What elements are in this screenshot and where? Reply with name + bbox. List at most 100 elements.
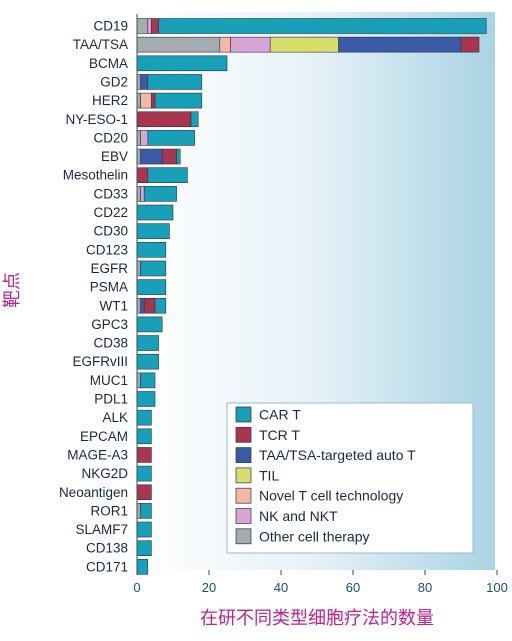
bar-segment-other-cell-therapy	[136, 297, 141, 314]
bar-segment-tcr-t	[151, 92, 156, 109]
bar-segment-tcr-t	[143, 297, 156, 314]
category-label: TAA/TSA	[73, 37, 128, 52]
category-label: CD171	[86, 559, 128, 574]
bar-segment-tcr-t	[136, 447, 152, 463]
category-label: GPC3	[91, 317, 128, 332]
legend-label-tcr-t: TCR T	[259, 427, 300, 443]
legend-swatch-nk-and-nkt	[235, 508, 252, 524]
bar-segment-novel-t-cell-technology	[219, 36, 231, 53]
legend-swatch-taa-tsa-targeted-auto-t	[235, 447, 252, 463]
bar-segment-car-t	[140, 372, 156, 389]
bar-segment-other-cell-therapy	[136, 372, 141, 389]
category-label: BCMA	[89, 56, 128, 71]
bar-segment-car-t	[136, 316, 163, 333]
bar-segment-other-cell-therapy	[136, 36, 221, 53]
legend-label-other-cell-therapy: Other cell therapy	[259, 528, 370, 544]
bar-segment-car-t	[136, 409, 152, 426]
bar-segment-car-t	[147, 74, 203, 90]
category-label: GD2	[100, 74, 128, 89]
bar-segment-car-t	[154, 92, 203, 109]
category-label: CD22	[93, 205, 128, 220]
category-label: WT1	[100, 298, 129, 313]
bar-segment-car-t	[136, 465, 152, 482]
bar-segment-car-t	[143, 186, 177, 202]
bar-segment-car-t	[190, 111, 199, 128]
bar-segment-tcr-t	[161, 148, 177, 165]
category-label: CD30	[93, 224, 128, 239]
category-label: MUC1	[90, 373, 128, 388]
bar-segment-car-t	[140, 260, 167, 277]
category-label: PSMA	[90, 280, 128, 295]
bar-segment-nk-and-nkt	[147, 18, 152, 34]
bar-segment-other-cell-therapy	[136, 148, 141, 165]
bar-segment-car-t	[147, 167, 188, 183]
legend-label-nk-and-nkt: NK and NKT	[259, 508, 338, 524]
category-label: EPCAM	[80, 429, 128, 444]
legend-box	[226, 402, 474, 554]
category-label: EBV	[101, 149, 128, 164]
category-label: CD123	[86, 242, 128, 257]
x-tick-label: 100	[486, 580, 508, 595]
x-tick-label: 60	[346, 580, 360, 595]
category-labels: CD19 TAA/TSA BCMA GD2 HER2 NY-ESO-1 CD20 EBV Mes…	[59, 19, 128, 575]
category-label: NKG2D	[81, 466, 128, 481]
legend-swatch-til	[235, 467, 252, 484]
x-tick-label: 80	[418, 580, 432, 595]
x-axis-ticks: 0 20 40 60 80 100	[133, 570, 508, 595]
bar-segment-til	[269, 36, 339, 53]
bar-segment-car-t	[136, 521, 152, 538]
bar-segment-car-t	[136, 353, 159, 370]
legend-label-novel-t-cell-technology: Novel T cell technology	[259, 488, 403, 504]
bar-segment-car-t	[158, 18, 487, 34]
bar-segment-car-t	[136, 428, 152, 445]
legend-swatch-car-t	[235, 406, 252, 423]
bar-segment-taa-tsa-targeted-auto-t	[140, 74, 149, 90]
legend-swatch-tcr-t	[235, 426, 252, 443]
bar-segment-nk-and-nkt	[140, 186, 145, 202]
bar-segment-nk-and-nkt	[230, 36, 271, 53]
category-label: ROR1	[90, 503, 128, 518]
bar-segment-car-t	[136, 540, 152, 557]
category-label: CD38	[93, 336, 128, 351]
bars-group	[136, 18, 487, 575]
category-label: CD138	[86, 541, 128, 556]
bar-segment-car-t	[147, 130, 195, 146]
category-label: Neoantigen	[59, 485, 128, 500]
bar-segment-other-cell-therapy	[136, 186, 141, 202]
bar-segment-car-t	[136, 559, 149, 575]
legend-label-til: TIL	[259, 467, 279, 483]
category-label: EGFRvIII	[72, 354, 128, 369]
bar-segment-nk-and-nkt	[140, 130, 149, 146]
bar-segment-taa-tsa-targeted-auto-t	[140, 297, 145, 314]
bar-segment-tcr-t	[136, 111, 192, 128]
category-label: CD33	[93, 186, 128, 201]
bar-segment-other-cell-therapy	[136, 92, 141, 109]
bar-segment-taa-tsa-targeted-auto-t	[140, 148, 163, 165]
category-label: Mesothelin	[63, 168, 128, 183]
bar-segment-tcr-t	[460, 36, 480, 53]
legend-swatch-novel-t-cell-technology	[235, 487, 252, 504]
category-label: HER2	[92, 93, 128, 108]
bar-segment-car-t	[136, 242, 167, 258]
bar-segment-tcr-t	[151, 18, 159, 34]
bar-segment-car-t	[154, 297, 167, 314]
legend-label-taa-tsa-targeted-auto-t: TAA/TSA-targeted auto T	[259, 447, 416, 463]
bar-segment-car-t	[136, 335, 159, 351]
category-label: SLAMF7	[75, 522, 128, 537]
x-axis-title: 在研不同类型细胞疗法的数量	[200, 608, 434, 629]
bar-segment-car-t	[140, 503, 152, 519]
x-tick-label: 0	[133, 580, 140, 595]
bar-segment-car-t	[136, 279, 167, 295]
bar-segment-car-t	[136, 204, 174, 221]
x-tick-label: 40	[274, 580, 288, 595]
x-tick-label: 20	[202, 580, 216, 595]
bar-segment-other-cell-therapy	[136, 74, 141, 90]
legend: CAR T TCR T TAA/TSA-targeted auto T TIL Nove…	[226, 402, 474, 554]
category-label: PDL1	[94, 392, 128, 407]
category-label: NY-ESO-1	[65, 112, 128, 127]
legend-label-car-t: CAR T	[259, 407, 301, 423]
category-label: MAGE-A3	[67, 447, 128, 462]
bar-segment-tcr-t	[136, 167, 149, 183]
category-label: CD19	[93, 19, 128, 34]
